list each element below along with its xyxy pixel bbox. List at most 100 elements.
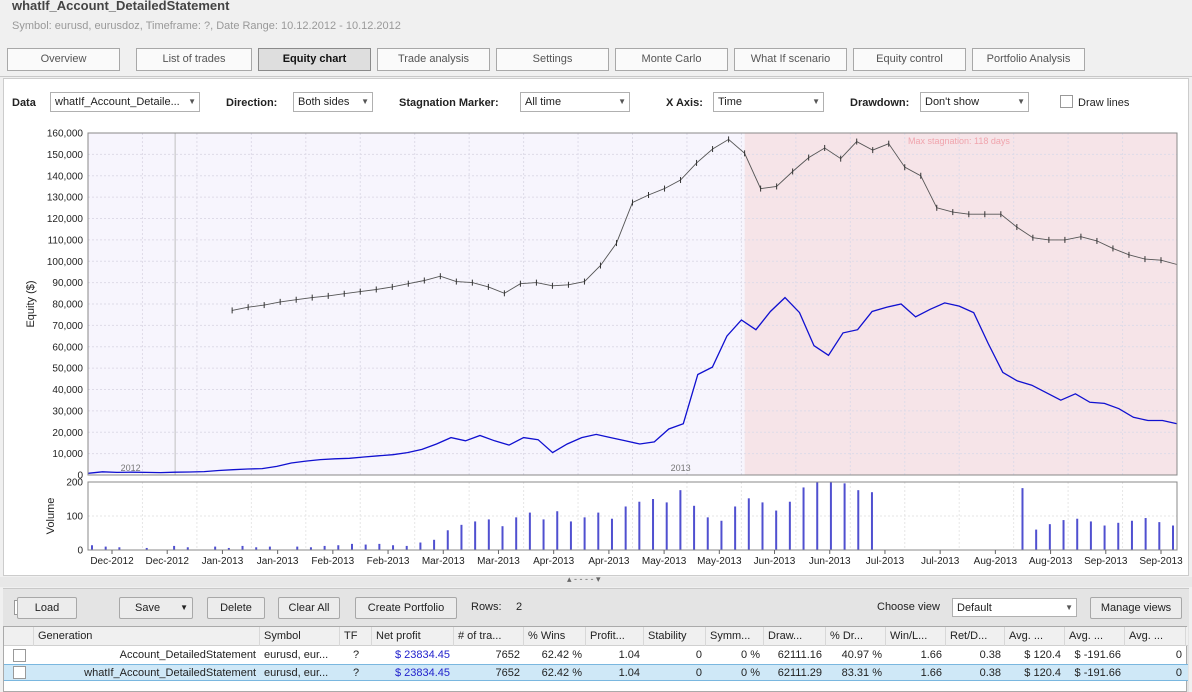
header-checkbox-col [4,627,34,646]
chevron-down-icon[interactable]: ▼ [180,603,188,612]
table-row[interactable]: Account_DetailedStatement eurusd, eur...… [4,647,1188,664]
table-row[interactable]: whatIf_Account_DetailedStatement eurusd,… [4,664,1188,681]
col-ret-dd[interactable]: Ret/D... [946,627,1005,646]
col-avg-other[interactable]: Avg. ... [1125,627,1186,646]
col-tf[interactable]: TF [340,627,372,646]
cell-wins: 62.42 % [541,667,582,679]
col-symbol[interactable]: Symbol [260,627,340,646]
x-tick-label: Aug-2013 [1029,556,1073,567]
cell-win-loss: 1.66 [920,667,942,679]
volume-bar [610,518,613,550]
tab-what-if-scenario[interactable]: What If scenario [734,48,847,71]
tab-portfolio-analysis[interactable]: Portfolio Analysis [972,48,1085,71]
x-tick-label: Sep-2013 [1084,556,1128,567]
y-tick-label: 160,000 [47,129,84,140]
save-button[interactable]: Save ▼ [119,597,193,619]
x-axis-select-value: Time [718,96,743,108]
col-num-trades[interactable]: # of tra... [454,627,524,646]
col-generation[interactable]: Generation [34,627,260,646]
x-tick-label: Dec-2012 [146,556,190,567]
load-button[interactable]: Load [17,597,77,619]
y-tick-label: 100,000 [47,257,84,268]
delete-button[interactable]: Delete [207,597,265,619]
stagnation-marker-select[interactable]: All time ▼ [520,92,630,112]
manage-views-button[interactable]: Manage views [1090,597,1182,619]
draw-lines-checkbox[interactable] [1060,95,1073,108]
x-tick-label: Dec-2012 [90,556,134,567]
create-portfolio-button[interactable]: Create Portfolio [355,597,457,619]
save-label: Save [135,602,161,614]
volume-y-tick-label: 200 [66,478,83,489]
cell-ret-dd: 0.38 [979,667,1001,679]
direction-select[interactable]: Both sides ▼ [293,92,373,112]
y-tick-label: 140,000 [47,171,84,182]
cell-symbol: eurusd, eur... [264,667,329,679]
y-tick-label: 20,000 [52,428,83,439]
data-label: Data [12,97,36,109]
tab-overview[interactable]: Overview [7,48,120,71]
tab-equity-chart[interactable]: Equity chart [258,48,371,71]
x-tick-label: Sep-2013 [1139,556,1183,567]
data-select[interactable]: whatIf_Account_Detaile... ▼ [50,92,200,112]
col-net-profit[interactable]: Net profit [372,627,454,646]
row-checkbox[interactable] [13,649,26,662]
col-stability[interactable]: Stability [644,627,706,646]
volume-bar [419,542,422,550]
col-drawdown[interactable]: Draw... [764,627,826,646]
volume-bar [268,546,271,550]
choose-view-label: Choose view [877,601,940,613]
col-drawdown-pct[interactable]: % Dr... [826,627,886,646]
cell-avg-win: $ 120.4 [1024,649,1061,661]
tab-divider [0,76,1192,77]
volume-bars [91,482,1174,550]
col-win-loss[interactable]: Win/L... [886,627,946,646]
col-symmetry[interactable]: Symm... [706,627,764,646]
col-avg-win[interactable]: Avg. ... [1005,627,1065,646]
drawdown-select[interactable]: Don't show ▼ [920,92,1029,112]
cell-ret-dd: 0.38 [979,649,1001,661]
stagnation-marker-value: All time [525,96,562,108]
col-avg-loss[interactable]: Avg. ... [1065,627,1125,646]
volume-bar [857,490,860,550]
series-line-profit [87,296,1178,474]
cell-symmetry: 0 % [741,667,760,679]
direction-select-value: Both sides [298,96,350,108]
y-tick-label: 10,000 [52,449,83,460]
tab-settings[interactable]: Settings [496,48,609,71]
equity-y-ticks: 160,000 150,000 140,000 130,000 120,000 110,0… [47,129,84,482]
cell-avg-other: 0 [1175,667,1182,679]
cell-avg-other: 0 [1175,649,1182,661]
y-tick-label: 80,000 [52,300,83,311]
year-label-2013: 2013 [671,463,691,473]
chevron-down-icon: ▼ [361,97,369,106]
cell-avg-loss: $ -191.66 [1074,649,1121,661]
panel-splitter[interactable]: ▴ - - - - ▾ [0,574,1192,587]
tab-list-of-trades[interactable]: List of trades [136,48,252,71]
col-wins[interactable]: % Wins [524,627,586,646]
x-tick-label: Jan-2013 [202,556,244,567]
volume-bar [761,502,764,550]
volume-bar [1130,520,1133,550]
tab-trade-analysis[interactable]: Trade analysis [377,48,490,71]
col-profit-factor[interactable]: Profit... [586,627,644,646]
volume-bar [241,545,244,550]
volume-bar [1062,520,1065,550]
volume-bar [405,545,408,550]
x-tick-label: Feb-2013 [367,556,410,567]
stagnation-label: Max stagnation: 118 days [908,136,1010,146]
clear-all-button[interactable]: Clear All [278,597,340,619]
equity-y-axis-label: Equity ($) [25,280,37,327]
choose-view-select[interactable]: Default ▼ [952,598,1077,617]
volume-bar [843,483,846,550]
volume-bar [802,487,805,550]
row-checkbox[interactable] [13,666,26,679]
volume-bar [1076,518,1079,550]
x-tick-label: May-2013 [697,556,742,567]
tab-equity-control[interactable]: Equity control [853,48,966,71]
chevron-down-icon: ▼ [812,97,820,106]
cell-win-loss: 1.66 [920,649,942,661]
volume-bar [583,517,586,550]
volume-bar [227,547,230,550]
x-axis-select[interactable]: Time ▼ [713,92,824,112]
tab-monte-carlo[interactable]: Monte Carlo [615,48,728,71]
